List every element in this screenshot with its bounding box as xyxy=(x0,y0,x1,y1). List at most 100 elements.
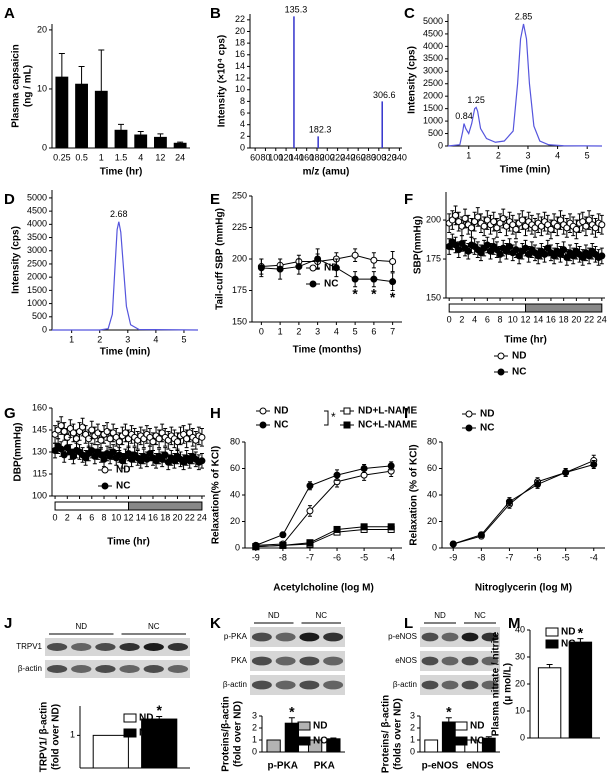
marker xyxy=(121,429,129,437)
marker xyxy=(57,445,65,453)
blot-row-label: p-eNOS xyxy=(388,632,417,641)
x-tick-label: -8 xyxy=(477,552,485,562)
error-bar xyxy=(98,49,105,92)
marker xyxy=(553,222,561,230)
legend-swatch xyxy=(545,627,559,637)
error-bar xyxy=(58,53,65,78)
x-tick-label: p-eNOS xyxy=(422,761,459,772)
legend-swatch xyxy=(123,728,137,738)
marker xyxy=(506,243,514,251)
bar xyxy=(537,667,562,739)
blot-band xyxy=(323,632,344,642)
marker xyxy=(499,215,507,222)
marker xyxy=(314,255,322,263)
legend-label: NC xyxy=(313,736,327,747)
x-axis-label: m/z (amu) xyxy=(303,167,350,178)
y-tick-label: 0 xyxy=(438,140,443,150)
y-tick-label: 3500 xyxy=(423,53,443,63)
marker xyxy=(100,455,108,463)
x-tick-label: 1.5 xyxy=(115,152,128,162)
panel-letter: A xyxy=(4,5,15,22)
blot-band xyxy=(481,656,499,666)
series-line xyxy=(447,23,603,147)
y-tick-label: 16 xyxy=(235,49,245,59)
marker xyxy=(370,256,378,264)
blot-band xyxy=(95,665,116,673)
bar xyxy=(173,142,187,149)
marker xyxy=(149,438,157,446)
marker xyxy=(198,433,206,441)
error-bar xyxy=(288,717,295,724)
light-dark-period xyxy=(128,501,203,511)
y-axis-label: Intensity (cps) xyxy=(11,226,22,294)
y-axis-label: Intensity (×10⁴ cps) xyxy=(217,35,228,127)
marker xyxy=(173,438,181,446)
marker xyxy=(101,466,109,474)
x-tick-label: 10 xyxy=(508,314,518,324)
marker xyxy=(88,426,96,434)
marker xyxy=(343,407,351,415)
y-tick-label: 6 xyxy=(240,107,245,117)
panel-letter: D xyxy=(4,191,15,208)
x-tick-label: -4 xyxy=(387,552,395,562)
x-tick-label: 12 xyxy=(520,314,530,324)
y-tick-label: 2000 xyxy=(27,272,47,282)
x-tick-label: 10 xyxy=(111,512,121,522)
x-tick-label: 4 xyxy=(77,512,82,522)
blot-band xyxy=(143,665,164,673)
blot-band xyxy=(143,643,164,651)
marker xyxy=(497,368,505,376)
marker xyxy=(360,465,368,472)
series-line xyxy=(255,470,392,546)
marker xyxy=(465,410,473,418)
y-tick-label: 175 xyxy=(426,253,441,263)
x-tick-label: 2 xyxy=(65,512,70,522)
y-tick-label: 0 xyxy=(410,746,415,756)
y-tick-label: 1000 xyxy=(423,115,443,125)
y-tick-label: 20 xyxy=(515,678,525,688)
y-tick-label: 10 xyxy=(37,83,47,93)
y-tick-label: 0 xyxy=(235,542,240,552)
marker xyxy=(449,540,457,548)
x-tick-label: 3 xyxy=(525,150,530,160)
y-tick-label: 200 xyxy=(232,253,247,263)
legend-swatch xyxy=(297,721,311,731)
panel-letter: G xyxy=(4,405,16,422)
legend-label: NC xyxy=(470,736,484,747)
marker xyxy=(360,523,368,531)
x-tick-label: 240 xyxy=(340,152,355,162)
marker xyxy=(72,435,80,443)
x-tick-label: 22 xyxy=(584,314,594,324)
x-tick-label: 2 xyxy=(97,334,102,344)
x-tick-label: 20 xyxy=(571,314,581,324)
x-tick-label: 140 xyxy=(289,152,304,162)
y-tick-label: 100 xyxy=(32,490,47,500)
x-tick-label: PKA xyxy=(314,761,335,772)
marker xyxy=(351,251,359,259)
x-axis-label: Time (min) xyxy=(100,347,150,358)
peak-label: 135.3 xyxy=(285,5,308,15)
marker xyxy=(541,250,549,258)
y-tick-label: 40 xyxy=(230,489,240,499)
legend-label: NC xyxy=(274,420,288,431)
marker xyxy=(332,264,340,272)
legend-swatch xyxy=(545,639,559,649)
y-tick-label: 175 xyxy=(232,285,247,295)
marker xyxy=(387,523,395,531)
panel-letter: K xyxy=(210,615,221,632)
significance: * xyxy=(352,285,358,301)
x-tick-label: -9 xyxy=(449,552,457,562)
panel-letter: F xyxy=(404,191,413,208)
marker xyxy=(598,221,606,229)
y-tick-label: 115 xyxy=(33,468,47,478)
legend-swatch xyxy=(297,736,311,746)
legend-label: ND+L-NAME xyxy=(358,406,417,417)
marker xyxy=(69,429,77,437)
marker xyxy=(343,421,351,429)
x-tick-label: 7 xyxy=(390,326,395,336)
bar xyxy=(75,83,88,149)
x-tick-label: 24 xyxy=(175,152,185,162)
legend-label: ND xyxy=(512,351,526,362)
blot-row-label: TRPV1 xyxy=(16,642,42,651)
